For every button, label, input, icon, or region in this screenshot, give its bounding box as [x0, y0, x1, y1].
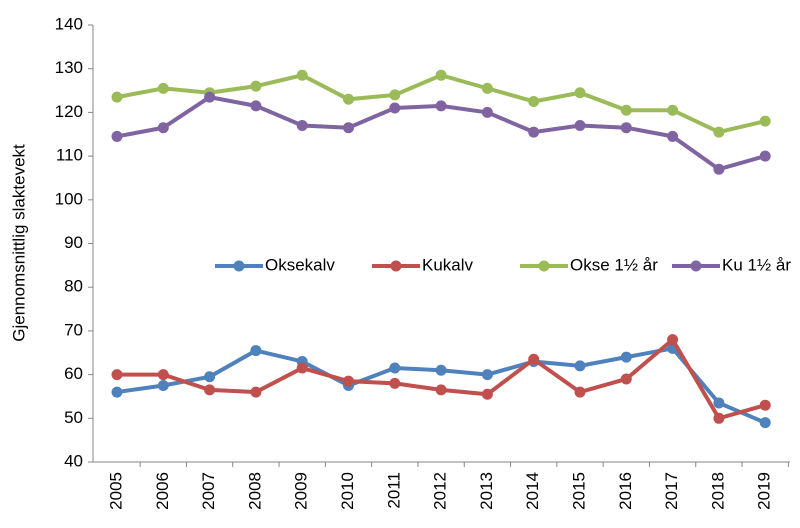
point	[481, 388, 493, 400]
point	[528, 353, 540, 365]
y-tick-label: 110	[56, 146, 83, 165]
point	[528, 126, 540, 138]
legend-marker	[538, 260, 550, 272]
point	[759, 417, 771, 429]
point	[481, 106, 493, 118]
point	[667, 104, 679, 116]
point	[157, 380, 169, 392]
point	[250, 80, 262, 92]
point	[713, 163, 725, 175]
point	[574, 120, 586, 132]
point	[111, 130, 123, 142]
y-axis-label: Gjennomsnittlig slaktevekt	[9, 144, 28, 342]
x-tick-label: 2007	[199, 472, 218, 510]
point	[250, 386, 262, 398]
point	[667, 334, 679, 346]
point	[528, 95, 540, 107]
x-tick-label: 2014	[523, 472, 542, 510]
legend-label: Oksekalv	[265, 255, 335, 274]
x-tick-label: 2016	[616, 472, 635, 510]
point	[111, 91, 123, 103]
point	[389, 362, 401, 374]
y-tick-label: 140	[55, 14, 83, 33]
x-tick-label: 2010	[338, 472, 357, 510]
legend-marker	[690, 260, 702, 272]
point	[620, 351, 632, 363]
y-tick-label: 70	[64, 320, 83, 339]
point	[296, 69, 308, 81]
point	[389, 89, 401, 101]
point	[389, 102, 401, 114]
y-tick-label: 100	[55, 189, 83, 208]
point	[574, 360, 586, 372]
point	[620, 104, 632, 116]
point	[759, 399, 771, 411]
x-tick-label: 2011	[384, 472, 403, 509]
point	[713, 126, 725, 138]
point	[435, 364, 447, 376]
x-tick-label: 2006	[153, 472, 172, 510]
point	[157, 82, 169, 94]
point	[713, 397, 725, 409]
legend-marker	[390, 260, 402, 272]
y-tick-label: 80	[64, 277, 83, 296]
legend-label: Kukalv	[422, 255, 474, 274]
point	[250, 345, 262, 357]
x-tick-label: 2008	[245, 472, 264, 510]
point	[343, 93, 354, 105]
point	[620, 373, 632, 385]
point	[435, 69, 447, 81]
point	[343, 375, 354, 387]
x-tick-label: 2019	[755, 472, 774, 510]
point	[111, 369, 123, 381]
point	[667, 130, 679, 142]
legend-label: Ku 1½ år	[722, 255, 791, 274]
x-tick-label: 2013	[477, 472, 496, 510]
point	[481, 369, 493, 381]
legend-label: Okse 1½ år	[570, 255, 658, 274]
point	[435, 100, 447, 112]
point	[759, 150, 771, 162]
x-tick-label: 2018	[708, 472, 727, 510]
point	[157, 369, 169, 381]
x-tick-label: 2012	[431, 472, 450, 510]
x-tick-label: 2017	[662, 472, 681, 510]
point	[296, 362, 308, 374]
point	[296, 120, 308, 132]
point	[204, 91, 216, 103]
y-tick-label: 90	[64, 233, 83, 252]
point	[759, 115, 771, 127]
x-tick-label: 2009	[292, 472, 311, 510]
x-tick-label: 2005	[106, 472, 125, 510]
point	[574, 386, 586, 398]
y-tick-label: 50	[64, 408, 83, 427]
point	[204, 371, 216, 383]
x-tick-label: 2015	[569, 472, 588, 510]
point	[111, 386, 123, 398]
point	[250, 100, 262, 112]
point	[481, 82, 493, 94]
point	[574, 87, 586, 99]
point	[204, 384, 216, 396]
point	[157, 122, 169, 134]
legend-marker	[233, 260, 245, 272]
y-tick-label: 120	[55, 102, 83, 121]
y-tick-label: 130	[55, 58, 83, 77]
point	[713, 412, 725, 424]
y-tick-label: 60	[64, 364, 83, 383]
point	[435, 384, 447, 396]
point	[620, 122, 632, 134]
point	[389, 377, 401, 389]
y-tick-label: 40	[64, 451, 83, 470]
point	[343, 122, 354, 134]
